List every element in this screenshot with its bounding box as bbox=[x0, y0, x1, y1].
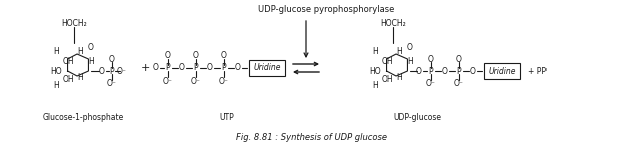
Text: Uridine: Uridine bbox=[254, 64, 281, 72]
Text: O: O bbox=[442, 66, 448, 76]
Text: H: H bbox=[77, 74, 83, 82]
Text: Fig. 8.81 : Synthesis of UDP glucose: Fig. 8.81 : Synthesis of UDP glucose bbox=[235, 133, 386, 143]
Text: O: O bbox=[235, 64, 241, 72]
Text: P: P bbox=[194, 64, 198, 72]
Text: O⁻: O⁻ bbox=[191, 77, 201, 85]
Bar bbox=[249, 60, 285, 76]
Text: OH: OH bbox=[62, 58, 74, 66]
Text: P: P bbox=[110, 66, 114, 76]
Text: O: O bbox=[88, 42, 94, 51]
Text: O: O bbox=[407, 42, 413, 51]
Text: O⁻: O⁻ bbox=[219, 77, 229, 85]
Text: UDP-glucose: UDP-glucose bbox=[393, 114, 441, 122]
Text: O: O bbox=[207, 64, 213, 72]
Text: O: O bbox=[456, 55, 462, 64]
Text: H: H bbox=[77, 48, 83, 56]
Text: O: O bbox=[179, 64, 185, 72]
Text: O⁻: O⁻ bbox=[454, 79, 464, 88]
Text: HOCH₂: HOCH₂ bbox=[380, 19, 406, 27]
Text: P: P bbox=[222, 64, 226, 72]
Text: H: H bbox=[396, 48, 402, 56]
Text: OH: OH bbox=[381, 76, 393, 85]
Text: HO: HO bbox=[369, 67, 381, 77]
Text: O: O bbox=[193, 51, 199, 61]
Text: O: O bbox=[221, 51, 227, 61]
Text: H: H bbox=[53, 48, 59, 56]
Text: O⁻: O⁻ bbox=[107, 79, 117, 88]
Bar bbox=[484, 63, 520, 79]
Text: HO: HO bbox=[50, 67, 62, 77]
Text: H: H bbox=[53, 80, 59, 90]
Text: HOCH₂: HOCH₂ bbox=[61, 19, 87, 27]
Text: O: O bbox=[109, 55, 115, 64]
Text: Glucose-1-phosphate: Glucose-1-phosphate bbox=[42, 114, 123, 122]
Text: O⁻: O⁻ bbox=[117, 66, 127, 76]
Text: O: O bbox=[428, 55, 434, 64]
Text: OH: OH bbox=[381, 58, 393, 66]
Text: H: H bbox=[372, 48, 378, 56]
Text: UDP-glucose pyrophosphorylase: UDP-glucose pyrophosphorylase bbox=[258, 5, 394, 14]
Text: O: O bbox=[470, 66, 476, 76]
Text: O: O bbox=[165, 51, 171, 61]
Text: H: H bbox=[396, 74, 402, 82]
Text: O: O bbox=[153, 64, 159, 72]
Text: O⁻: O⁻ bbox=[163, 77, 173, 85]
Text: H: H bbox=[372, 80, 378, 90]
Text: O: O bbox=[99, 66, 105, 76]
Text: +: + bbox=[140, 63, 150, 73]
Text: O: O bbox=[416, 66, 422, 76]
Text: P: P bbox=[166, 64, 170, 72]
Text: P: P bbox=[429, 66, 434, 76]
Text: H: H bbox=[88, 58, 94, 66]
Text: Uridine: Uridine bbox=[488, 66, 516, 76]
Text: + PPᴵ: + PPᴵ bbox=[528, 66, 548, 76]
Text: OH: OH bbox=[62, 76, 74, 85]
Text: P: P bbox=[457, 66, 461, 76]
Text: H: H bbox=[407, 58, 413, 66]
Text: O⁻: O⁻ bbox=[426, 79, 436, 88]
Text: UTP: UTP bbox=[219, 114, 234, 122]
